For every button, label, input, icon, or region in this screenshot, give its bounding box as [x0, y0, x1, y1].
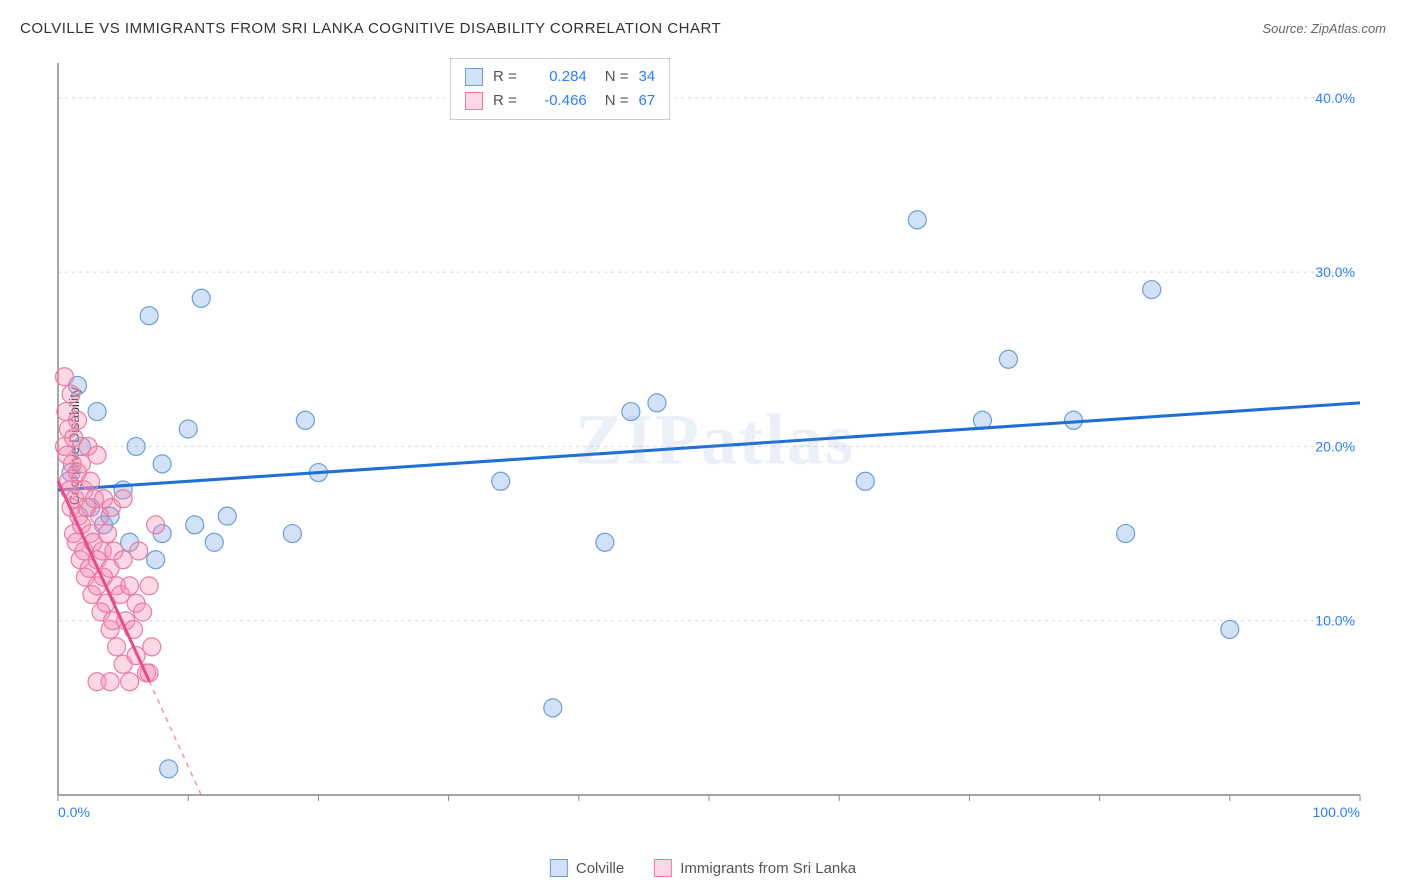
correlation-row-0: R = 0.284 N = 34	[465, 65, 655, 89]
svg-text:30.0%: 30.0%	[1315, 264, 1355, 280]
n-label-1: N =	[605, 89, 629, 113]
source-label: Source: ZipAtlas.com	[1262, 21, 1386, 36]
r-label-0: R =	[493, 65, 517, 89]
n-value-0: 34	[639, 65, 656, 89]
svg-text:100.0%: 100.0%	[1313, 804, 1360, 820]
legend-item-1: Immigrants from Sri Lanka	[654, 859, 856, 877]
legend-swatch-0	[550, 859, 568, 877]
chart-title: COLVILLE VS IMMIGRANTS FROM SRI LANKA CO…	[20, 20, 721, 37]
legend-label-0: Colville	[576, 860, 624, 877]
scatter-chart-svg: 10.0% 20.0% 30.0% 40.0% 0.0% 100.0%	[50, 55, 1380, 825]
correlation-row-1: R = -0.466 N = 67	[465, 89, 655, 113]
svg-text:20.0%: 20.0%	[1315, 438, 1355, 454]
n-value-1: 67	[639, 89, 656, 113]
r-label-1: R =	[493, 89, 517, 113]
swatch-series-1	[465, 92, 483, 110]
correlation-legend-box: R = 0.284 N = 34 R = -0.466 N = 67	[450, 58, 670, 120]
legend-item-0: Colville	[550, 859, 624, 877]
svg-text:0.0%: 0.0%	[58, 804, 90, 820]
legend-label-1: Immigrants from Sri Lanka	[680, 860, 856, 877]
legend-swatch-1	[654, 859, 672, 877]
svg-text:10.0%: 10.0%	[1315, 613, 1355, 629]
swatch-series-0	[465, 68, 483, 86]
n-label-0: N =	[605, 65, 629, 89]
r-value-0: 0.284	[527, 65, 587, 89]
r-value-1: -0.466	[527, 89, 587, 113]
svg-text:40.0%: 40.0%	[1315, 90, 1355, 106]
bottom-legend: Colville Immigrants from Sri Lanka	[550, 859, 856, 877]
chart-area: 10.0%20.0%30.0%40.0%0.0%100.0% ZIPatlas	[50, 55, 1380, 825]
